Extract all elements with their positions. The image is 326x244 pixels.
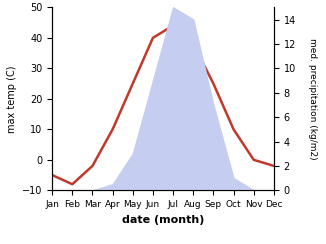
Y-axis label: med. precipitation (kg/m2): med. precipitation (kg/m2)	[308, 38, 318, 160]
X-axis label: date (month): date (month)	[122, 214, 204, 224]
Y-axis label: max temp (C): max temp (C)	[7, 65, 17, 132]
